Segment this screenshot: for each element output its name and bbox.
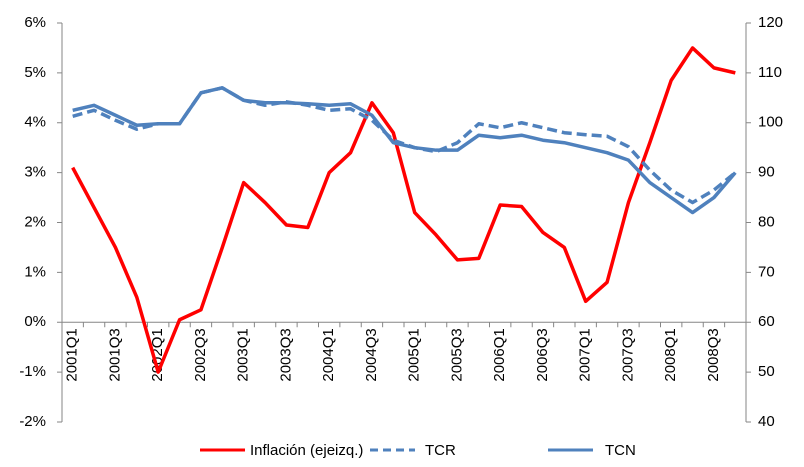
x-tick-label: 2008Q1 [662, 328, 679, 381]
y2-tick-label: 60 [758, 313, 775, 330]
x-tick-label: 2002Q1 [149, 328, 166, 381]
legend-label: TCR [425, 442, 456, 459]
x-tick-label: 2006Q3 [534, 328, 551, 381]
legend-label: Inflación (ejeizq.) [250, 442, 363, 459]
y-tick-label: 3% [24, 164, 46, 181]
y-tick-label: 1% [24, 263, 46, 280]
series-line [71, 46, 736, 374]
y2-tick-label: 120 [758, 14, 783, 31]
y2-tick-label: 80 [758, 213, 775, 230]
x-tick-label: 2003Q1 [235, 328, 252, 381]
y-tick-label: 0% [24, 313, 46, 330]
y2-tick-label: 100 [758, 114, 783, 131]
legend-label: TCN [605, 442, 636, 459]
y-tick-label: 5% [24, 64, 46, 81]
y-tick-label: 6% [24, 14, 46, 31]
y-tick-label: 2% [24, 213, 46, 230]
y-tick-label: 4% [24, 114, 46, 131]
x-tick-label: 2002Q3 [192, 328, 209, 381]
x-tick-label: 2001Q1 [64, 328, 81, 381]
y2-tick-label: 70 [758, 263, 775, 280]
x-tick-label: 2005Q3 [448, 328, 465, 381]
series-line [72, 86, 737, 205]
x-tick-label: 2007Q1 [577, 328, 594, 381]
y-tick-label: -2% [19, 413, 46, 430]
y2-tick-label: 110 [758, 64, 782, 81]
x-tick-label: 2005Q1 [406, 328, 423, 381]
x-tick-label: 2008Q3 [705, 328, 722, 381]
series-line [72, 86, 737, 215]
x-tick-label: 2006Q1 [491, 328, 508, 381]
x-tick-label: 2004Q1 [320, 328, 337, 381]
y2-tick-label: 90 [758, 164, 775, 181]
y2-tick-label: 40 [758, 413, 775, 430]
x-tick-label: 2004Q3 [363, 328, 380, 381]
x-tick-label: 2007Q3 [619, 328, 636, 381]
x-tick-label: 2001Q3 [106, 328, 123, 381]
y-tick-label: -1% [19, 363, 46, 380]
y2-tick-label: 50 [758, 363, 775, 380]
x-tick-label: 2003Q3 [277, 328, 294, 381]
